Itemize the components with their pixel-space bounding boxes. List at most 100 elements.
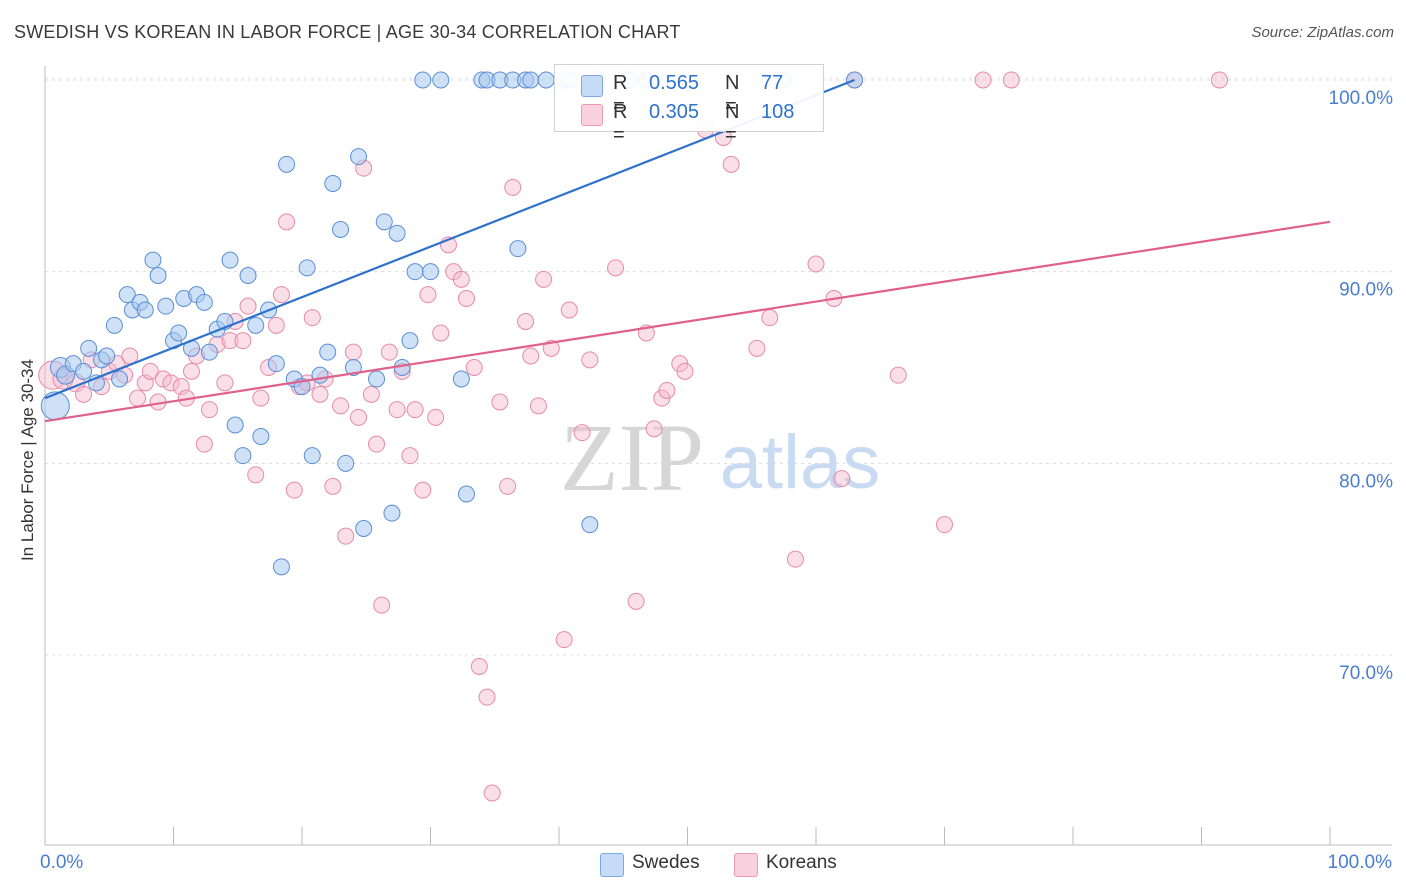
legend-label-koreans: Koreans [766, 852, 837, 873]
korean-point [368, 435, 386, 453]
korean-point [154, 370, 172, 388]
korean-point [722, 155, 740, 173]
swede-point [200, 343, 218, 361]
korean-point [645, 420, 663, 438]
korean-point [807, 255, 825, 273]
korean-point [581, 351, 599, 369]
korean-point [974, 71, 992, 89]
korean-point [401, 447, 419, 465]
swede-point [311, 366, 329, 384]
korean-point [573, 424, 591, 442]
swede-point [111, 370, 129, 388]
korean-point [414, 481, 432, 499]
swede-point [144, 251, 162, 269]
koreans-swatch [581, 104, 603, 126]
y-axis-label: In Labor Force | Age 30-34 [18, 359, 37, 561]
swede-point [324, 175, 342, 192]
korean-point [303, 309, 321, 327]
korean-point [141, 362, 159, 380]
korean-point [337, 527, 355, 545]
korean-point [478, 688, 496, 706]
swede-point [75, 362, 93, 380]
korean-point [285, 481, 303, 499]
r-label: R = [613, 72, 628, 117]
korean-point [748, 339, 766, 357]
n-label: N = [725, 72, 740, 117]
axes [44, 66, 1392, 846]
swede-point [221, 251, 239, 269]
swede-point [105, 316, 123, 334]
y-tick-label: 100.0% [1329, 88, 1394, 109]
korean-point [239, 297, 257, 315]
swede-point [136, 301, 154, 319]
korean-point [452, 270, 470, 288]
korean-point [362, 385, 380, 403]
korean-point [936, 516, 953, 534]
swede-point [509, 240, 527, 258]
grid-lines [45, 77, 1392, 656]
korean-point [427, 408, 445, 426]
swede-point [157, 297, 175, 315]
korean-point [129, 389, 147, 407]
swede-point [344, 359, 362, 376]
swede-point [319, 343, 337, 361]
korean-point [75, 385, 93, 403]
korean-point [419, 286, 437, 304]
x-tick-label-max: 100.0% [1327, 852, 1392, 873]
korean-point [607, 259, 625, 277]
korean-point [162, 374, 180, 392]
swede-point [414, 71, 432, 89]
chart-title: SWEDISH VS KOREAN IN LABOR FORCE | AGE 3… [14, 22, 681, 42]
swede-point [267, 355, 285, 373]
swede-point [383, 504, 401, 522]
swede-point [581, 516, 599, 534]
korean-point [470, 658, 488, 675]
korean-point [267, 316, 285, 334]
korean-point [555, 631, 573, 649]
swede-point [118, 286, 136, 304]
koreans-swatch [734, 853, 758, 877]
korean-point [1210, 71, 1228, 89]
korean-point [491, 393, 509, 411]
korean-point [380, 343, 398, 361]
korean-point [889, 366, 907, 384]
korean-point [234, 332, 252, 350]
korean-point [529, 397, 547, 415]
watermark-atlas: atlas [720, 420, 881, 505]
swede-point [422, 263, 439, 281]
y-tick-label: 90.0% [1339, 280, 1393, 301]
korean-point [388, 401, 406, 419]
n-label: N = [725, 101, 740, 146]
swede-point [170, 324, 188, 342]
r-label: R = [613, 101, 628, 146]
korean-point [221, 332, 239, 350]
r-value: 0.305 [649, 101, 700, 123]
source-label: Source: ZipAtlas.com [1251, 24, 1394, 41]
swede-point [368, 370, 386, 388]
n-value: 108 [761, 101, 795, 123]
korean-point [504, 178, 522, 196]
swedes-trend-line [44, 78, 855, 400]
swede-point [432, 71, 450, 89]
trend-lines [44, 78, 1331, 423]
swede-point [298, 259, 316, 277]
swede-point [40, 391, 70, 421]
korean-point [182, 362, 200, 380]
swede-point [278, 155, 296, 173]
legend-label-swedes: Swedes [632, 852, 700, 873]
swede-point [388, 224, 406, 242]
watermark: ZIP atlas [560, 404, 880, 511]
r-value: 0.565 [649, 72, 700, 94]
korean-point [627, 592, 645, 610]
korean-point [406, 401, 424, 419]
korean-point [332, 397, 350, 415]
korean-point [272, 286, 290, 304]
swede-point [226, 416, 244, 434]
swede-point [350, 148, 368, 166]
y-tick-labels: 70.0% 80.0% 90.0% 100.0% [1329, 88, 1394, 684]
korean-point [278, 213, 296, 231]
swede-point [234, 447, 252, 465]
korean-point [658, 382, 676, 399]
swede-point [332, 221, 350, 238]
